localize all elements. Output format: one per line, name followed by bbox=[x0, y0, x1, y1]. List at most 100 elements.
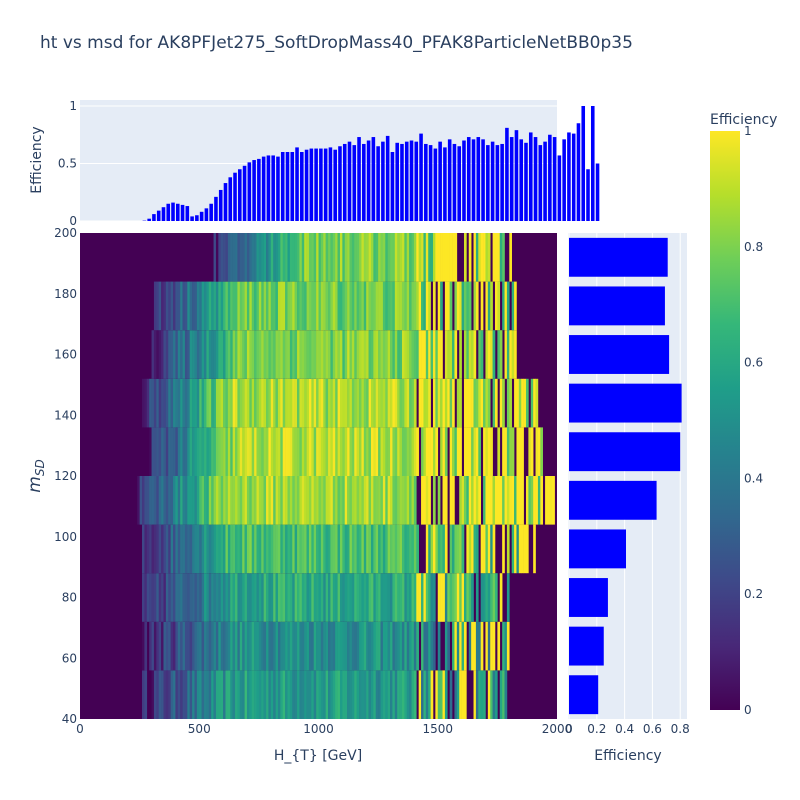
heatmap-cell bbox=[251, 621, 255, 671]
heatmap-cell bbox=[168, 427, 171, 476]
top-histogram-bar bbox=[481, 139, 485, 221]
heatmap-cell bbox=[325, 427, 329, 476]
heatmap-cell bbox=[189, 524, 193, 574]
top-histogram-bar bbox=[562, 139, 566, 221]
heatmap-cell bbox=[399, 621, 403, 671]
heatmap-cell bbox=[440, 330, 443, 379]
top-histogram-bar bbox=[352, 145, 357, 221]
heatmap-cell bbox=[373, 330, 377, 379]
heatmap-x-tick-label: 1500 bbox=[422, 722, 453, 736]
heatmap-cell bbox=[235, 427, 238, 476]
heatmap-y-tick-label: 40 bbox=[62, 712, 77, 726]
heatmap-cell bbox=[287, 670, 291, 719]
heatmap-cell bbox=[454, 670, 458, 719]
heatmap-cell bbox=[158, 476, 162, 525]
heatmap-cell bbox=[175, 281, 179, 331]
heatmap-cell bbox=[473, 621, 477, 671]
heatmap-cell bbox=[430, 621, 434, 671]
heatmap-cell bbox=[242, 476, 245, 525]
heatmap-cell bbox=[394, 427, 398, 476]
heatmap-cell bbox=[161, 621, 164, 671]
heatmap-cell bbox=[387, 476, 391, 525]
heatmap-cell bbox=[435, 524, 439, 574]
heatmap-cell bbox=[192, 330, 195, 379]
heatmap-cell bbox=[189, 573, 193, 622]
heatmap-cell bbox=[277, 281, 281, 331]
heatmap-cell bbox=[347, 621, 350, 671]
heatmap-cell bbox=[330, 573, 334, 622]
heatmap-cell bbox=[342, 476, 346, 525]
heatmap-cell bbox=[413, 573, 417, 622]
heatmap-cell bbox=[325, 670, 329, 719]
heatmap-cell bbox=[447, 281, 450, 331]
heatmap-cell bbox=[225, 670, 229, 719]
heatmap-cell bbox=[533, 524, 536, 574]
heatmap-cell bbox=[366, 378, 369, 428]
heatmap-cell bbox=[227, 427, 231, 476]
heatmap-cell bbox=[244, 281, 248, 331]
heatmap-cell bbox=[406, 233, 410, 282]
heatmap-cell bbox=[359, 378, 362, 428]
heatmap-cell bbox=[344, 427, 348, 476]
heatmap-cell bbox=[192, 524, 195, 574]
heatmap-cell bbox=[366, 330, 369, 379]
heatmap-cell bbox=[506, 476, 510, 525]
heatmap-cell bbox=[432, 427, 436, 476]
heatmap-cell bbox=[502, 427, 505, 476]
heatmap-cell bbox=[444, 476, 448, 525]
heatmap-cell bbox=[246, 330, 250, 379]
heatmap-cell bbox=[368, 330, 372, 379]
heatmap-cell bbox=[194, 330, 198, 379]
heatmap-cell bbox=[473, 524, 477, 574]
heatmap-cell bbox=[401, 476, 405, 525]
heatmap-cell bbox=[142, 621, 145, 671]
heatmap-cell bbox=[375, 476, 379, 525]
heatmap-cell bbox=[416, 427, 419, 476]
heatmap-cell bbox=[380, 378, 384, 428]
heatmap-cell bbox=[382, 670, 386, 719]
heatmap-cell bbox=[156, 621, 160, 671]
heatmap-cell bbox=[368, 621, 372, 671]
heatmap-cell bbox=[227, 378, 231, 428]
heatmap-cell bbox=[342, 573, 346, 622]
heatmap-cell bbox=[280, 670, 284, 719]
heatmap-cell bbox=[504, 281, 508, 331]
heatmap-cell bbox=[299, 670, 303, 719]
heatmap-cell bbox=[449, 524, 453, 574]
heatmap-cell bbox=[263, 476, 267, 525]
heatmap-cell bbox=[180, 670, 183, 719]
top-histogram-bar bbox=[233, 172, 237, 221]
heatmap-cell bbox=[468, 233, 472, 282]
side-histogram-bar bbox=[569, 675, 599, 715]
heatmap-cell bbox=[266, 621, 269, 671]
heatmap-cell bbox=[399, 330, 403, 379]
heatmap-cell bbox=[530, 476, 534, 525]
heatmap-cell bbox=[151, 621, 155, 671]
heatmap-cell bbox=[153, 378, 157, 428]
top-histogram-bar bbox=[223, 183, 228, 221]
heatmap-cell bbox=[335, 427, 338, 476]
heatmap-cell bbox=[432, 524, 436, 574]
heatmap-cell bbox=[294, 670, 298, 719]
heatmap-cell bbox=[404, 281, 408, 331]
heatmap-cell bbox=[242, 233, 245, 282]
heatmap-cell bbox=[401, 427, 405, 476]
top-histogram-bar bbox=[180, 204, 185, 221]
heatmap-cell bbox=[320, 476, 324, 525]
heatmap-cell bbox=[339, 233, 343, 282]
top-histogram-ylabel: Efficiency bbox=[29, 126, 45, 193]
heatmap-cell bbox=[421, 621, 424, 671]
heatmap-cell bbox=[187, 378, 191, 428]
heatmap-cell bbox=[337, 378, 341, 428]
heatmap-y-tick-label: 100 bbox=[54, 530, 77, 544]
heatmap-cell bbox=[292, 573, 295, 622]
heatmap-cell bbox=[232, 621, 236, 671]
top-histogram-bar bbox=[319, 148, 323, 221]
heatmap-cell bbox=[316, 524, 319, 574]
heatmap-cell bbox=[177, 524, 181, 574]
heatmap-cell bbox=[392, 670, 396, 719]
heatmap-cell bbox=[220, 233, 224, 282]
heatmap-cell bbox=[153, 427, 157, 476]
heatmap-cell bbox=[442, 476, 446, 525]
side-histogram-bar bbox=[569, 237, 668, 277]
